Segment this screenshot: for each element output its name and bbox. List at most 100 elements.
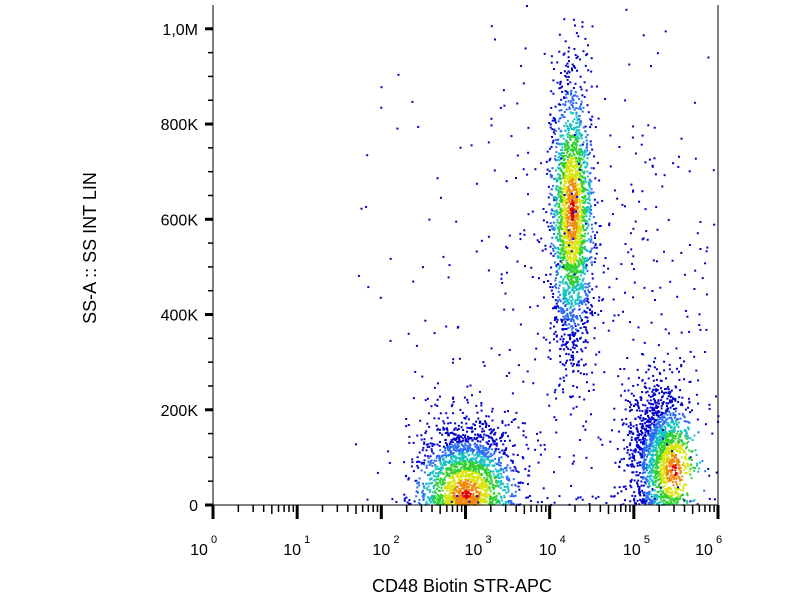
event-dot xyxy=(485,500,488,503)
event-dot xyxy=(560,162,563,165)
event-dot xyxy=(476,486,479,489)
event-dot xyxy=(461,439,464,442)
event-dot xyxy=(577,206,579,209)
event-dot xyxy=(447,449,450,452)
event-dot xyxy=(574,268,577,271)
event-dot xyxy=(565,273,568,276)
event-dot xyxy=(482,485,485,488)
event-dot xyxy=(440,465,443,468)
event-dot xyxy=(560,311,563,314)
event-dot xyxy=(644,411,647,414)
event-dot xyxy=(574,178,577,181)
event-dot xyxy=(498,477,501,480)
event-dot xyxy=(647,414,649,417)
event-dot xyxy=(550,289,553,292)
event-dot xyxy=(591,305,594,308)
event-dot xyxy=(591,288,594,291)
event-dot xyxy=(552,117,555,119)
event-dot xyxy=(449,443,451,446)
event-dot xyxy=(572,370,575,373)
event-dot xyxy=(568,170,571,172)
event-dot xyxy=(558,267,561,270)
event-dot xyxy=(580,108,582,111)
event-dot xyxy=(552,247,554,250)
event-dot xyxy=(563,328,566,330)
event-dot xyxy=(665,502,668,505)
event-dot xyxy=(456,473,459,476)
event-dot xyxy=(572,102,575,104)
event-dot xyxy=(422,498,425,501)
event-dot xyxy=(453,494,456,497)
event-dot xyxy=(488,502,491,505)
event-dot xyxy=(590,167,593,170)
event-dot xyxy=(460,480,463,483)
event-dot xyxy=(574,91,577,94)
event-dot xyxy=(430,459,433,462)
event-dot xyxy=(589,249,592,252)
event-dot xyxy=(487,468,490,471)
event-dot xyxy=(563,236,566,239)
event-dot xyxy=(572,221,575,224)
event-dot xyxy=(562,103,565,106)
event-dot xyxy=(582,270,585,272)
event-dot xyxy=(573,208,576,211)
event-dot xyxy=(562,221,565,224)
event-dot xyxy=(451,452,454,455)
event-dot xyxy=(559,142,562,145)
event-dot xyxy=(457,492,460,495)
event-dot xyxy=(576,198,579,201)
event-dot xyxy=(582,267,585,270)
event-dot xyxy=(466,470,469,473)
event-dot xyxy=(653,392,656,395)
event-dot xyxy=(632,394,635,397)
event-dot xyxy=(525,443,528,446)
event-dot xyxy=(495,494,498,497)
event-dot xyxy=(430,448,433,451)
event-dot xyxy=(583,219,586,222)
event-dot xyxy=(552,307,554,310)
event-dot xyxy=(553,325,556,328)
event-dot xyxy=(559,338,562,341)
event-dot xyxy=(679,417,682,420)
event-dot xyxy=(452,500,455,503)
event-dot xyxy=(574,220,577,223)
event-dot xyxy=(485,491,488,494)
event-dot xyxy=(422,482,424,485)
event-dot xyxy=(575,32,578,35)
event-dot xyxy=(565,241,568,244)
event-dot xyxy=(579,274,582,277)
event-dot xyxy=(512,478,515,481)
event-dot xyxy=(436,465,439,468)
event-dot xyxy=(560,72,562,74)
event-dot xyxy=(448,461,451,464)
event-dot xyxy=(576,339,579,342)
event-dot xyxy=(580,103,583,105)
event-dot xyxy=(566,240,569,243)
event-dot xyxy=(586,319,589,322)
event-dot xyxy=(461,493,464,496)
event-dot xyxy=(564,144,567,147)
event-dot xyxy=(590,70,593,73)
event-dot xyxy=(580,169,583,171)
event-dot xyxy=(673,423,676,426)
event-dot xyxy=(442,457,445,460)
event-dot xyxy=(563,348,565,351)
event-dot xyxy=(574,226,577,229)
event-dot xyxy=(559,80,562,83)
event-dot xyxy=(573,154,576,157)
event-dot xyxy=(670,479,673,482)
event-dot xyxy=(571,120,574,123)
event-dot xyxy=(638,471,641,474)
event-dot xyxy=(567,131,570,134)
event-dot xyxy=(637,479,640,482)
event-dot xyxy=(693,499,696,502)
event-dot xyxy=(575,176,578,179)
event-dot xyxy=(576,162,579,165)
event-dot xyxy=(465,499,467,502)
event-dot xyxy=(493,492,496,494)
event-dot xyxy=(455,500,458,503)
event-dot xyxy=(677,421,680,424)
event-dot xyxy=(594,234,596,237)
event-dot xyxy=(586,260,589,262)
event-dot xyxy=(511,493,514,496)
